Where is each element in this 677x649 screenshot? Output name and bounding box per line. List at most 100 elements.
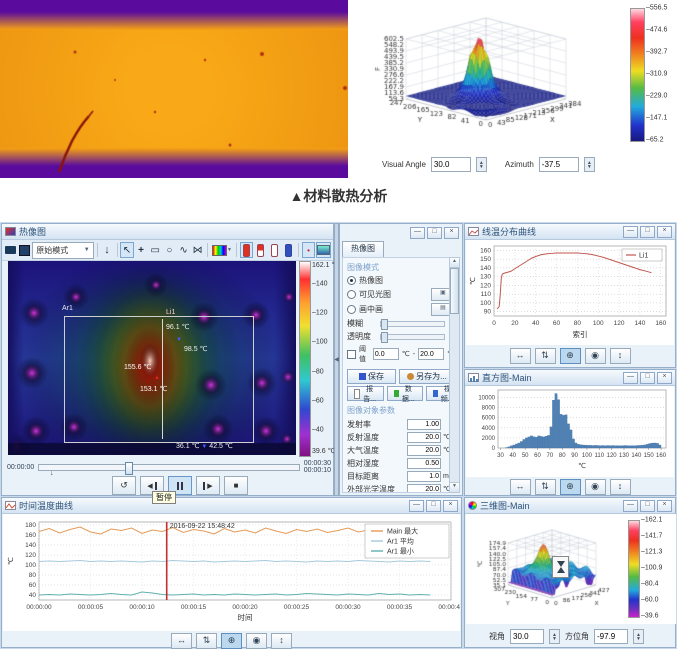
fit-vertical-button[interactable]: ⇅ [534, 348, 556, 364]
blur-slider[interactable] [380, 318, 445, 330]
view-button[interactable]: ◉ [246, 633, 267, 649]
timeline-track[interactable] [38, 461, 300, 475]
auto-scale-button[interactable]: ⊕ [559, 348, 581, 364]
fit-vertical-button[interactable]: ⇅ [196, 633, 217, 649]
radio-pip[interactable] [347, 305, 356, 314]
pause-button[interactable] [168, 476, 192, 495]
minimize-button[interactable]: — [410, 227, 425, 239]
surface-3d-canvas[interactable] [468, 514, 622, 624]
radio-thermal[interactable] [347, 276, 356, 285]
image-marker-button[interactable] [316, 242, 332, 258]
pin-button[interactable]: ↕ [609, 348, 631, 364]
area-annotation-ar1[interactable] [64, 316, 254, 443]
panel-splitter[interactable]: ◀ [334, 223, 339, 496]
cursor-tool-button[interactable]: ↖ [120, 242, 134, 258]
polyline-tool-button[interactable]: ∿ [177, 242, 190, 258]
minimize-button[interactable]: — [623, 499, 638, 512]
opacity-slider-thumb[interactable] [381, 331, 388, 343]
ellipse-tool-button[interactable]: ○ [163, 242, 176, 258]
minimize-button[interactable]: — [409, 499, 424, 512]
azimuth-input[interactable] [538, 157, 579, 172]
line-annotation-li1[interactable] [162, 319, 163, 439]
thermal-colorbar-labels: 162.1 ℃ –140 –120 –100 –80 –60 –40 39.6 ℃ [312, 261, 340, 456]
view-angle-input[interactable] [510, 629, 544, 644]
unit-label: ℃ [401, 351, 410, 358]
save-button[interactable]: 保存 [347, 369, 396, 384]
save-file-button[interactable] [18, 242, 31, 258]
param-input-humidity[interactable] [407, 457, 441, 469]
fit-vertical-button[interactable]: ⇅ [534, 479, 556, 495]
move-tool-button[interactable]: + [135, 242, 148, 258]
svg-text:100: 100 [582, 453, 593, 459]
close-button[interactable]: × [657, 371, 672, 384]
image-mode-dropdown[interactable]: 原始模式 ▼ [32, 241, 94, 259]
timeline-end: 00:00:30 [303, 460, 331, 467]
settings-scrollbar[interactable]: ▲ ▼ [449, 257, 460, 493]
scroll-down-icon[interactable]: ▼ [450, 482, 459, 492]
maximize-button[interactable]: □ [427, 227, 442, 239]
close-button[interactable]: × [657, 225, 672, 238]
report-button[interactable]: 报告... [347, 386, 384, 403]
svg-text:80: 80 [574, 320, 582, 327]
pin-button[interactable]: ↕ [609, 479, 631, 495]
thermal-image-canvas[interactable] [8, 261, 296, 455]
threshold-checkbox[interactable] [347, 349, 356, 359]
minimize-button[interactable]: — [623, 371, 638, 384]
view-button[interactable]: ◉ [584, 348, 606, 364]
warm-spot-button[interactable] [254, 242, 267, 258]
palette-button[interactable]: ▼ [211, 242, 233, 258]
maximize-button[interactable]: □ [426, 499, 441, 512]
radio-visible[interactable] [347, 290, 356, 299]
threshold-max-input[interactable] [418, 348, 445, 360]
maximize-button[interactable]: □ [640, 371, 655, 384]
maximize-button[interactable]: □ [640, 225, 655, 238]
opacity-slider[interactable] [380, 331, 445, 343]
azimuth-spinner[interactable]: ▲ ▼ [583, 157, 595, 172]
open-file-button[interactable] [4, 242, 17, 258]
stop-button[interactable]: ■ [224, 476, 248, 495]
rectangle-tool-button[interactable]: ▭ [149, 242, 162, 258]
polygon-tool-button[interactable]: ⋈ [191, 242, 204, 258]
threshold-min-input[interactable] [372, 348, 399, 360]
visual-angle-input[interactable] [430, 157, 471, 172]
param-input-distance[interactable] [407, 470, 441, 482]
azimuth-input[interactable] [594, 629, 628, 644]
tab-thermal-image[interactable]: 热像图 [342, 241, 384, 257]
param-input-reflected-temp[interactable] [407, 431, 441, 443]
param-input-optics-temp[interactable] [407, 483, 441, 492]
param-label: 大气温度 [347, 445, 379, 455]
thermal-panel-icon [5, 227, 16, 236]
close-button[interactable]: × [657, 499, 672, 512]
replay-button[interactable]: ↺ [112, 476, 136, 495]
close-button[interactable]: × [444, 227, 459, 239]
auto-scale-button[interactable]: ⊕ [559, 479, 581, 495]
auto-scale-button[interactable]: ⊕ [221, 633, 242, 649]
blur-slider-thumb[interactable] [381, 318, 388, 330]
scroll-up-icon[interactable]: ▲ [450, 258, 459, 268]
export-button[interactable]: ↓ [100, 242, 113, 258]
param-input-emissivity[interactable] [407, 418, 441, 430]
minimize-button[interactable]: — [623, 225, 638, 238]
timeline-thumb[interactable] [124, 461, 133, 475]
maximize-button[interactable]: □ [640, 499, 655, 512]
visual-angle-spinner[interactable]: ▲ ▼ [475, 157, 487, 172]
save-as-button[interactable]: 另存为... [399, 369, 455, 384]
cold-spot-button[interactable] [282, 242, 295, 258]
hot-spot-button[interactable] [239, 242, 253, 258]
scrollbar-thumb[interactable] [450, 268, 459, 314]
fit-horizontal-button[interactable]: ↔ [171, 633, 192, 649]
view-button[interactable]: ◉ [584, 479, 606, 495]
data-button[interactable]: 数据... [386, 386, 423, 403]
close-button[interactable]: × [443, 499, 458, 512]
pin-button[interactable]: ↕ [271, 633, 292, 649]
point-marker-button[interactable]: • [301, 242, 316, 258]
svg-text:2016-09-22 15:48:42: 2016-09-22 15:48:42 [170, 523, 235, 530]
view-angle-spinner[interactable]: ▲ ▼ [549, 629, 560, 644]
param-input-atmos-temp[interactable] [407, 444, 441, 456]
fit-horizontal-button[interactable]: ↔ [509, 479, 531, 495]
fit-horizontal-button[interactable]: ↔ [509, 348, 531, 364]
step-forward-button[interactable]: ▶ [196, 476, 220, 495]
thermometer-cold-icon [285, 243, 293, 257]
neutral-spot-button[interactable] [268, 242, 281, 258]
azimuth-spinner[interactable]: ▲ ▼ [633, 629, 644, 644]
